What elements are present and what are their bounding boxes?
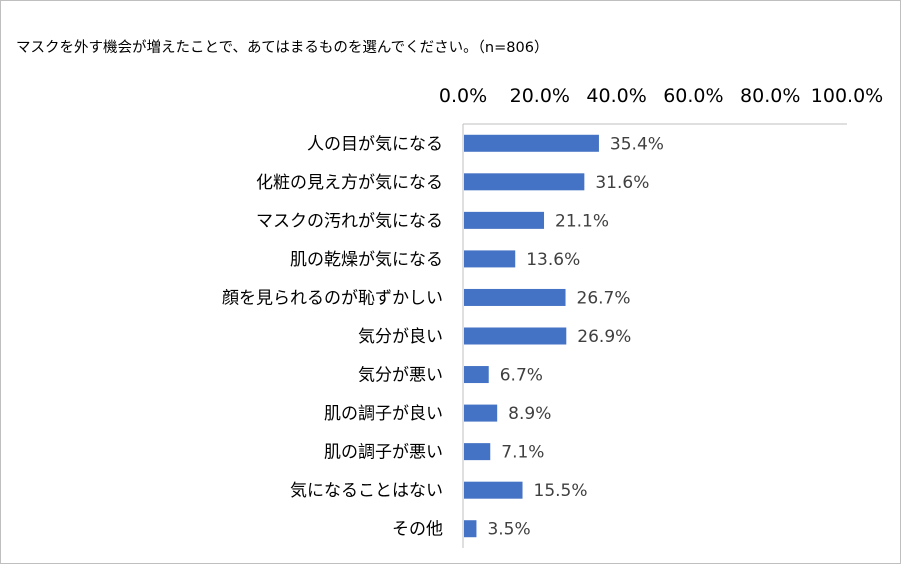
category-label: 気になることはない — [290, 481, 443, 501]
category-label: 肌の乾燥が気になる — [290, 250, 443, 270]
bar — [464, 366, 489, 384]
bar — [464, 404, 498, 422]
bar — [464, 520, 477, 538]
bar — [464, 134, 599, 152]
category-label: マスクの汚れが気になる — [256, 211, 443, 231]
category-label: 気分が良い — [358, 327, 443, 347]
x-tick-label: 40.0% — [586, 85, 646, 107]
bar — [464, 250, 516, 268]
bar — [464, 481, 523, 499]
data-label: 13.6% — [526, 250, 580, 270]
data-label: 15.5% — [534, 481, 588, 501]
data-label: 3.5% — [487, 520, 530, 540]
x-tick-label: 20.0% — [510, 85, 570, 107]
bar — [464, 288, 566, 306]
bar — [464, 211, 545, 229]
bar — [464, 443, 491, 461]
data-label: 26.9% — [577, 327, 631, 347]
chart-title: マスクを外す機会が増えたことで、あてはまるものを選んでください。（n=806） — [16, 40, 549, 56]
category-label: 肌の調子が良い — [324, 404, 443, 424]
category-label: 気分が悪い — [358, 366, 443, 386]
category-label: 化粧の見え方が気になる — [256, 173, 443, 193]
data-label: 7.1% — [501, 443, 544, 463]
category-label: 顔を見られるのが恥ずかしい — [222, 288, 443, 308]
data-label: 6.7% — [500, 366, 543, 386]
data-label: 21.1% — [555, 211, 609, 231]
x-tick-label: 100.0% — [811, 85, 883, 107]
bar — [464, 173, 585, 191]
category-label: その他 — [392, 520, 443, 540]
category-label: 肌の調子が悪い — [324, 443, 443, 463]
x-tick-label: 80.0% — [740, 85, 800, 107]
data-label: 35.4% — [610, 134, 664, 154]
x-tick-label: 60.0% — [663, 85, 723, 107]
data-label: 8.9% — [508, 404, 551, 424]
bar — [464, 327, 567, 345]
data-label: 31.6% — [595, 173, 649, 193]
category-label: 人の目が気になる — [307, 134, 443, 154]
data-label: 26.7% — [577, 288, 631, 308]
x-tick-label: 0.0% — [439, 85, 487, 107]
